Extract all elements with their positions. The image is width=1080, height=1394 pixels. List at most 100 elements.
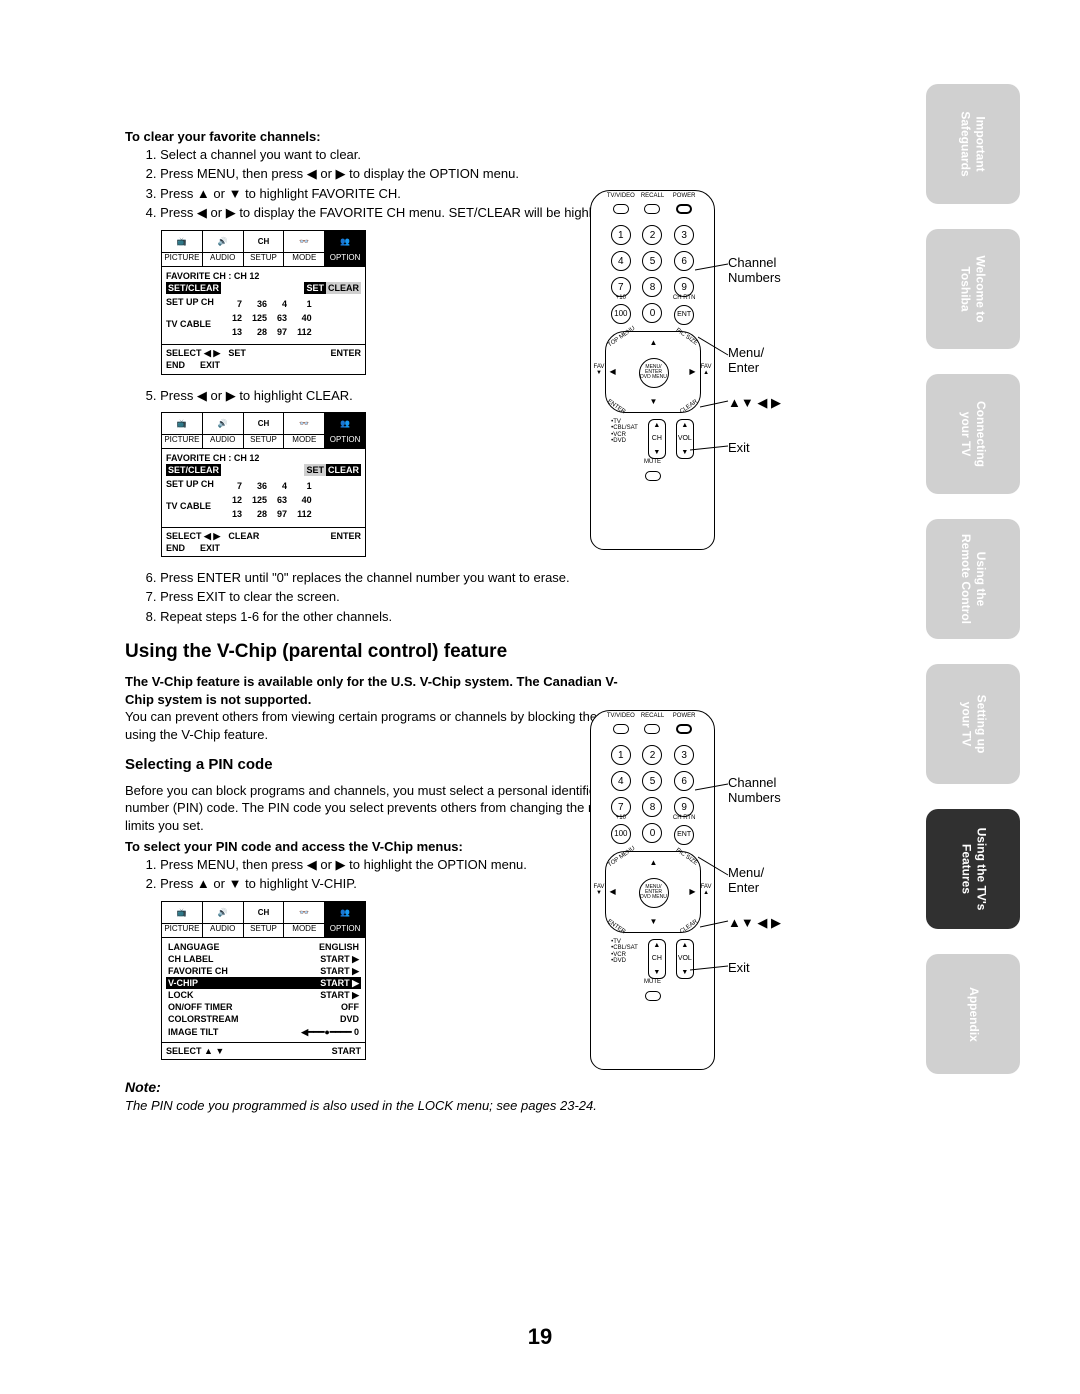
remote-illustration-b: TV/VIDEO RECALL POWER 123 456 789 +10100…: [580, 710, 860, 1070]
step: Repeat steps 1-6 for the other channels.: [160, 608, 635, 626]
callout-arrows: ▲▼ ◀ ▶: [728, 395, 781, 411]
recall-button: [644, 204, 660, 214]
num-button: 4: [611, 251, 631, 271]
osd-favorite-clear: 📺PICTURE 🔊AUDIO CHSETUP 👓MODE 👥OPTION FA…: [161, 412, 366, 557]
clear-heading: To clear your favorite channels:: [125, 128, 635, 146]
osd-favorite-set: 📺PICTURE 🔊AUDIO CHSETUP 👓MODE 👥OPTION FA…: [161, 230, 366, 375]
vchip-bold: The V-Chip feature is available only for…: [125, 673, 635, 708]
osd-option-row: IMAGE TILT◀━━━●━━━━ 0: [166, 1026, 361, 1038]
power-button: [676, 724, 692, 734]
tab-line: your TV: [959, 412, 973, 457]
osd-tvcable: TV CABLE: [166, 318, 226, 330]
num-button: 9: [674, 277, 694, 297]
recall-button: [644, 724, 660, 734]
osd-tab: PICTURE: [164, 253, 199, 262]
callout-exit: Exit: [728, 960, 750, 975]
num-button: 6: [674, 251, 694, 271]
step: Press ◀ or ▶ to highlight CLEAR.: [160, 387, 635, 405]
vchip-heading: Using the V-Chip (parental control) feat…: [125, 639, 635, 665]
step: Press ENTER until "0" replaces the chann…: [160, 569, 635, 587]
num-button: 2: [642, 225, 662, 245]
osd-option-row: FAVORITE CHSTART ▶: [166, 965, 361, 977]
osd-title: FAVORITE CH : CH 12: [166, 270, 361, 282]
osd-tab: AUDIO: [210, 253, 235, 262]
num-button: 2: [642, 745, 662, 765]
num-button: 3: [674, 225, 694, 245]
pin-steps-head: To select your PIN code and access the V…: [125, 838, 635, 856]
tab-line: Toshiba: [959, 266, 973, 311]
clear-step-5: Press ◀ or ▶ to highlight CLEAR.: [160, 387, 635, 405]
clear-steps-a: Select a channel you want to clear. Pres…: [160, 146, 635, 222]
osd-tab: SETUP: [250, 435, 277, 444]
ch-rocker: ▲CH▼: [648, 419, 666, 459]
callout-channel: ChannelNumbers: [728, 775, 781, 805]
remote-illustration-a: TV/VIDEO RECALL POWER 123 456 789 +10100…: [580, 190, 860, 550]
osd-option-row: V-CHIPSTART ▶: [166, 977, 361, 989]
tvvideo-button: [613, 204, 629, 214]
num-button: 1: [611, 225, 631, 245]
osd-foot: SELECT ◀ ▶: [166, 530, 220, 542]
num-button: 7: [611, 797, 631, 817]
osd-foot: ENTER: [330, 530, 361, 542]
osd-setclear: SET/CLEAR: [166, 464, 221, 476]
osd-foot: SELECT ▲ ▼: [166, 1045, 224, 1057]
osd-tab: MODE: [292, 435, 316, 444]
dpad: TOP MENUPIC SIZE ENTERCLEAR FAV▼FAV▲ ▲▼ …: [605, 851, 701, 933]
osd-option-row: LOCKSTART ▶: [166, 989, 361, 1001]
tab-line: Safeguards: [959, 111, 973, 176]
osd-setupch: SET UP CH: [166, 478, 226, 490]
osd-foot: END EXIT: [166, 542, 361, 554]
tab-welcome: Welcome toToshiba: [926, 229, 1020, 349]
menu-enter-button: MENU/ENTERDVD MENU: [639, 358, 669, 388]
osd-option-row: CH LABELSTART ▶: [166, 953, 361, 965]
plus10-button: 100: [611, 304, 631, 324]
osd-tab: OPTION: [330, 435, 361, 444]
tab-line: Welcome to: [974, 255, 988, 322]
num-button: 3: [674, 745, 694, 765]
tab-connecting: Connectingyour TV: [926, 374, 1020, 494]
mode-list: •TV•CBL/SAT•VCR•DVD: [611, 419, 638, 459]
step: Press MENU, then press ◀ or ▶ to highlig…: [160, 856, 635, 874]
mute-button: [645, 471, 661, 481]
mode-list: •TV•CBL/SAT•VCR•DVD: [611, 939, 638, 979]
osd-setclear: SET/CLEAR: [166, 282, 221, 294]
tab-line: Connecting: [974, 401, 988, 467]
dpad: TOP MENUPIC SIZE ENTERCLEAR FAV▼FAV▲ ▲▼ …: [605, 331, 701, 413]
ent-button: ENT: [674, 825, 694, 845]
num-button: 5: [642, 251, 662, 271]
num-button: 4: [611, 771, 631, 791]
osd-foot: SET: [228, 347, 246, 359]
tab-line: Using the: [974, 552, 988, 607]
step: Select a channel you want to clear.: [160, 146, 635, 164]
num-button: 8: [642, 797, 662, 817]
num-button: 6: [674, 771, 694, 791]
step: Press ▲ or ▼ to highlight V-CHIP.: [160, 875, 635, 893]
tab-setting: Setting upyour TV: [926, 664, 1020, 784]
pin-steps: Press MENU, then press ◀ or ▶ to highlig…: [160, 856, 635, 893]
osd-option-row: COLORSTREAMDVD: [166, 1013, 361, 1025]
osd-channel-grid: 73641 121256340 132897112: [226, 296, 318, 340]
mute-button: [645, 991, 661, 1001]
ent-button: ENT: [674, 305, 694, 325]
content-column: To clear your favorite channels: Select …: [125, 128, 635, 1114]
plus10-button: 100: [611, 824, 631, 844]
menu-enter-button: MENU/ENTERDVD MENU: [639, 878, 669, 908]
tab-line: Appendix: [966, 987, 980, 1042]
osd-tab: MODE: [292, 253, 316, 262]
tab-line: Remote Control: [959, 534, 973, 624]
remote-body: TV/VIDEO RECALL POWER 123 456 789 +10100…: [590, 190, 715, 550]
num-button: 1: [611, 745, 631, 765]
callout-exit: Exit: [728, 440, 750, 455]
remote-body: TV/VIDEO RECALL POWER 123 456 789 +10100…: [590, 710, 715, 1070]
num-button: 5: [642, 771, 662, 791]
osd-tab: OPTION: [330, 253, 361, 262]
tab-line: your TV: [959, 702, 973, 747]
osd-tab: OPTION: [330, 924, 361, 933]
osd-foot: CLEAR: [228, 530, 259, 542]
tab-features: Using the TV'sFeatures: [926, 809, 1020, 929]
osd-setupch: SET UP CH: [166, 296, 226, 308]
osd-option-row: ON/OFF TIMEROFF: [166, 1001, 361, 1013]
osd-tab: AUDIO: [210, 924, 235, 933]
pin-para: Before you can block programs and channe…: [125, 782, 635, 835]
osd-foot: ENTER: [330, 347, 361, 359]
